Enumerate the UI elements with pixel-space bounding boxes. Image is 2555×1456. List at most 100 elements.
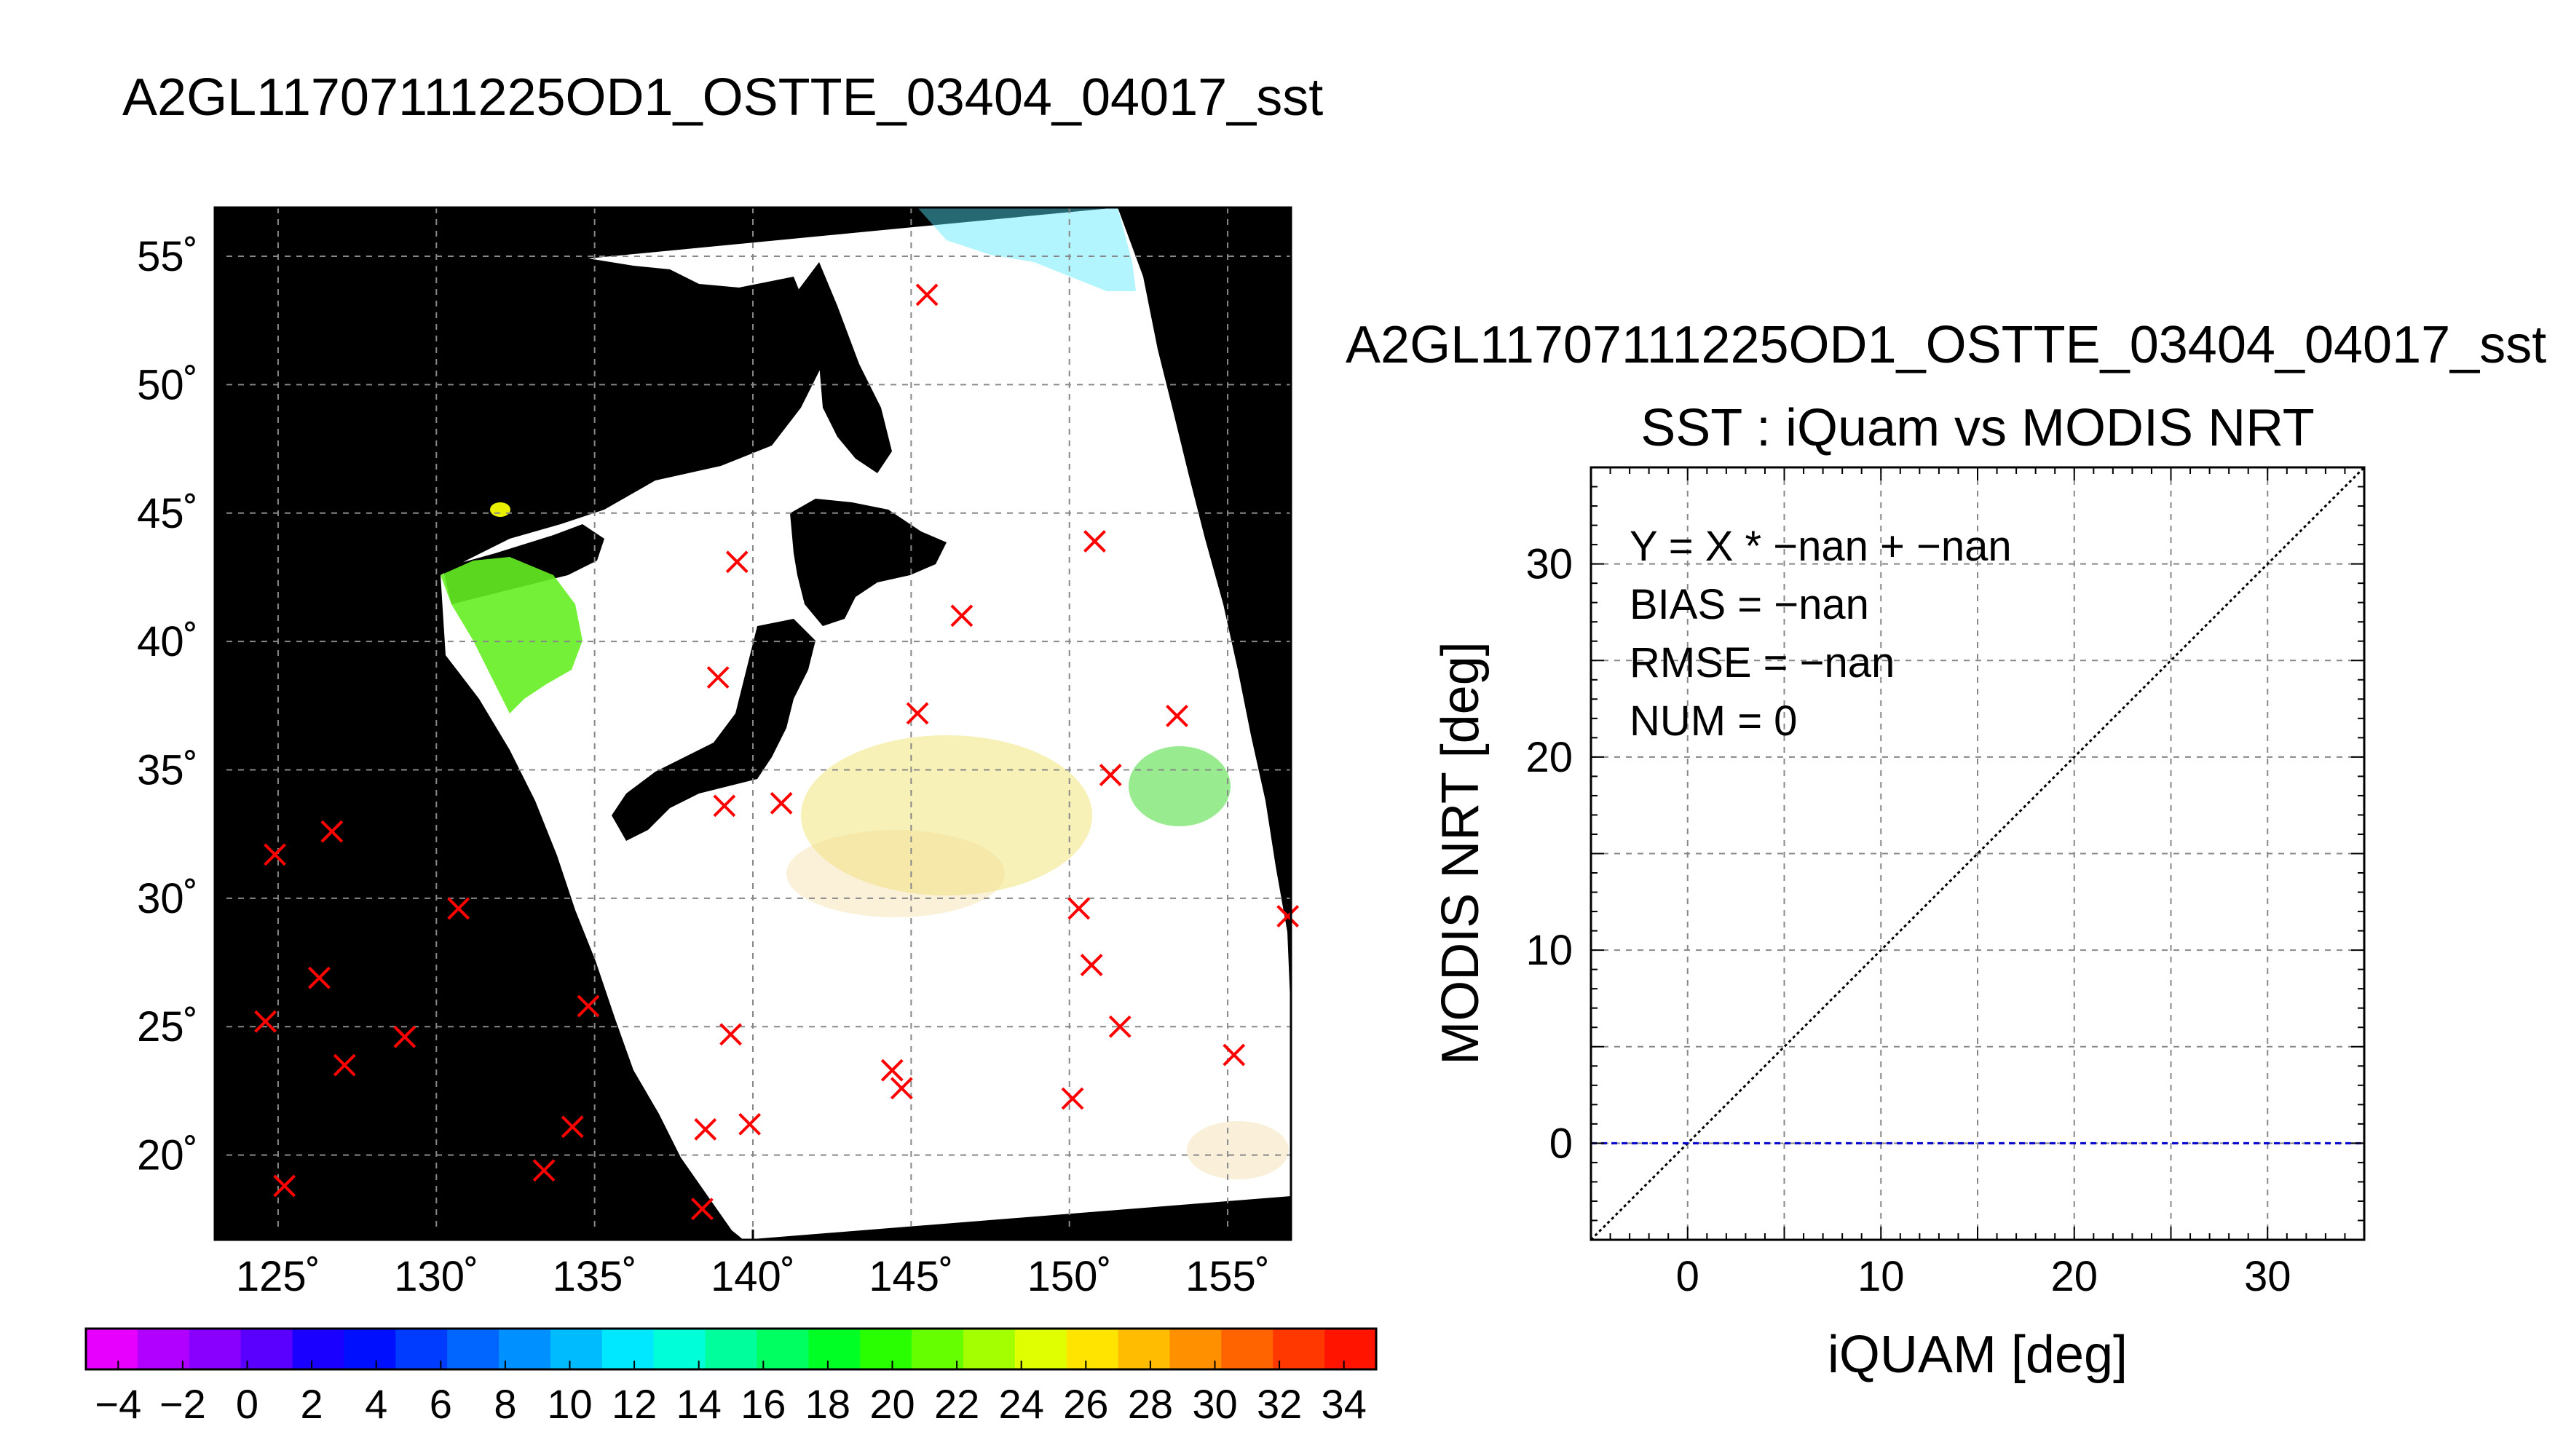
station-marker [264,843,287,866]
colorbar-tick-label: 14 [676,1381,722,1427]
station-marker [532,1159,556,1182]
colorbar-tick-label: 34 [1322,1381,1367,1427]
colorbar-frame [84,1327,1378,1371]
colorbar-tick-label: 8 [494,1381,516,1427]
map-x-tick-label: 150˚ [1027,1253,1112,1300]
map-grid [215,207,1291,1240]
map-y-tick-label: 30˚ [137,875,198,922]
colorbar-tick-label: −2 [159,1381,206,1427]
land-sakhalin [797,262,892,473]
colorbar-cell [550,1329,603,1369]
scatter-stat-annotation: BIAS = −nan [1630,581,1869,628]
map-y-tick-label: 40˚ [137,618,198,665]
station-marker [254,1010,277,1033]
station-marker [915,283,939,306]
scatter-y-tick-label: 20 [1525,734,1573,781]
station-marker [770,791,793,815]
sst-region-cyan [917,207,1136,291]
scatter-title: A2GL11707111225OD1_OSTTE_03404_04017_sst [1346,316,2546,374]
map-x-tick-label: 135˚ [553,1253,637,1300]
colorbar-tick-label: 18 [805,1381,850,1427]
colorbar-tick-label: 28 [1128,1381,1173,1427]
scatter-x-tick-label: 20 [2050,1253,2098,1300]
station-marker [1276,905,1300,927]
colorbar-tick-label: 16 [741,1381,786,1427]
colorbar-tick-label: 2 [301,1381,323,1427]
scatter-frame [1590,466,2366,1241]
map-panel: 125˚ 130˚ 135˚ 140˚ 145˚ 150˚ 155˚ 20˚ 25˚ 30˚ 35… [137,206,1300,1300]
colorbar-cell [860,1329,912,1369]
scatter-y-tick-label: 30 [1525,541,1573,588]
scatter-y-tick-label: 10 [1525,927,1573,974]
station-marker [1223,1043,1246,1067]
station-marker [694,1117,717,1141]
station-marker [393,1025,416,1048]
colorbar-tick-labels: −4 −2 0 2 4 6 8 10 12 14 16 18 20 22 24 26 28 30 32 34 [95,1361,1367,1427]
station-marker [333,1053,356,1077]
colorbar-cell [757,1329,809,1369]
colorbar-cells [86,1329,1377,1369]
colorbar-cell [808,1329,861,1369]
colorbar-cell [447,1329,499,1369]
colorbar-cell [705,1329,757,1369]
station-marker [1067,897,1091,920]
map-y-tick-label: 55˚ [137,233,198,280]
scatter-stat-annotation: Y = X * −nan + −nan [1630,523,2012,570]
map-x-tick-label: 130˚ [394,1253,478,1300]
one-to-one-line [1591,467,2364,1240]
map-x-tick-label: 145˚ [869,1253,953,1300]
map-x-tick-label: 155˚ [1185,1253,1270,1300]
scatter-x-tick-label: 0 [1676,1253,1699,1300]
colorbar-cell [395,1329,448,1369]
colorbar-cell [499,1329,551,1369]
colorbar-tick-label: 24 [999,1381,1044,1427]
sst-region-yellow-south [1187,1121,1289,1179]
colorbar-tick-label: 32 [1257,1381,1302,1427]
station-marker [1083,530,1106,553]
scatter-stat-annotation: RMSE = −nan [1630,639,1895,687]
colorbar-cell [1221,1329,1273,1369]
colorbar-cell [1169,1329,1222,1369]
station-marker [1080,954,1103,976]
colorbar-cell [344,1329,396,1369]
map-x-tick-labels: 125˚ 130˚ 135˚ 140˚ 145˚ 150˚ 155˚ [236,1230,1270,1300]
map-y-tick-label: 50˚ [137,361,198,408]
map-y-tick-label: 35˚ [137,746,198,794]
station-marker [1166,705,1188,727]
colorbar-cell [1066,1329,1119,1369]
station-marker [1108,1015,1132,1038]
scatter-x-tick-label: 10 [1857,1253,1905,1300]
station-marker [890,1077,913,1100]
colorbar-tick-label: 20 [869,1381,915,1427]
scatter-y-axis-label: MODIS NRT [deg] [1431,641,1490,1065]
colorbar-cell [653,1329,706,1369]
station-marker [320,820,344,843]
station-marker [1099,764,1122,786]
station-marker [950,604,974,628]
colorbar-cell [1273,1329,1325,1369]
land-hokkaido [790,499,947,626]
colorbar-cell [86,1329,138,1369]
station-marker [725,550,749,574]
scatter-stat-annotation: NUM = 0 [1630,697,1797,745]
scatter-y-tick-label: 0 [1549,1120,1573,1167]
scatter-x-tick-labels: 0 10 20 30 [1676,1253,2291,1300]
sst-region-yellow-2 [786,830,1005,917]
map-x-tick-label: 140˚ [711,1253,795,1300]
map-y-tick-label: 20˚ [137,1132,198,1179]
colorbar-cell [912,1329,964,1369]
map-x-tick-label: 125˚ [236,1253,320,1300]
map-y-tick-label: 45˚ [137,490,198,537]
colorbar-tick-label: −4 [95,1381,141,1427]
station-marker [906,702,929,725]
station-marker [308,966,331,989]
colorbar-tick-label: 30 [1192,1381,1237,1427]
scatter-y-tick-labels: 0 10 20 30 [1525,541,1573,1168]
scatter-reference-lines [1591,467,2364,1240]
station-marker [706,666,730,689]
colorbar-cell [292,1329,344,1369]
scatter-x-axis-label: iQUAM [deg] [1828,1326,2128,1384]
satellite-swath [441,207,1291,1240]
sst-region-yellow [801,735,1092,895]
